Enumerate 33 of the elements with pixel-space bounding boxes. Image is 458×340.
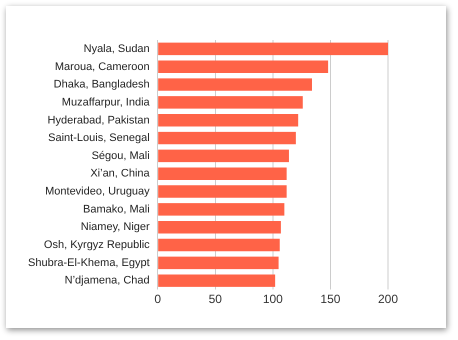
bar bbox=[158, 220, 281, 234]
y-tick-label: Maroua, Cameroon bbox=[54, 60, 150, 73]
y-tick-label: Shubra-El-Khema, Egypt bbox=[28, 256, 150, 269]
x-tick-label: 200 bbox=[378, 292, 398, 306]
y-tick-label: Hyderabad, Pakistan bbox=[48, 114, 150, 126]
y-tick-label: Xi’an, China bbox=[90, 168, 151, 180]
x-tick-label: 150 bbox=[320, 292, 341, 306]
bar bbox=[158, 60, 328, 73]
y-tick-label: Ségou, Mali bbox=[92, 150, 150, 162]
y-tick-label: Montevideo, Uruguay bbox=[45, 186, 150, 198]
bar bbox=[158, 150, 289, 162]
bar bbox=[158, 132, 296, 144]
bar bbox=[158, 274, 276, 287]
x-tick-label: 50 bbox=[208, 292, 222, 306]
y-tick-label: Saint-Louis, Senegal bbox=[48, 132, 150, 144]
bar bbox=[158, 238, 280, 252]
y-tick-label: Niamey, Niger bbox=[80, 221, 150, 234]
bar bbox=[158, 203, 284, 216]
y-tick-label: Nyala, Sudan bbox=[84, 42, 150, 55]
y-tick-label: Bamako, Mali bbox=[83, 203, 150, 216]
bar bbox=[158, 256, 279, 270]
bar bbox=[158, 185, 287, 198]
bar bbox=[158, 96, 303, 109]
y-tick-label: N’djamena, Chad bbox=[64, 274, 150, 287]
x-tick-label: 0 bbox=[154, 292, 162, 306]
y-tick-label: Muzaffarpur, India bbox=[62, 96, 151, 108]
bar bbox=[158, 42, 388, 56]
bar bbox=[158, 78, 312, 91]
x-tick-label: 100 bbox=[262, 292, 284, 306]
bar bbox=[158, 114, 298, 126]
y-tick-label: Dhaka, Bangladesh bbox=[54, 78, 150, 91]
y-tick-label: Osh, Kyrgyz Republic bbox=[44, 239, 150, 252]
bar bbox=[158, 167, 287, 180]
